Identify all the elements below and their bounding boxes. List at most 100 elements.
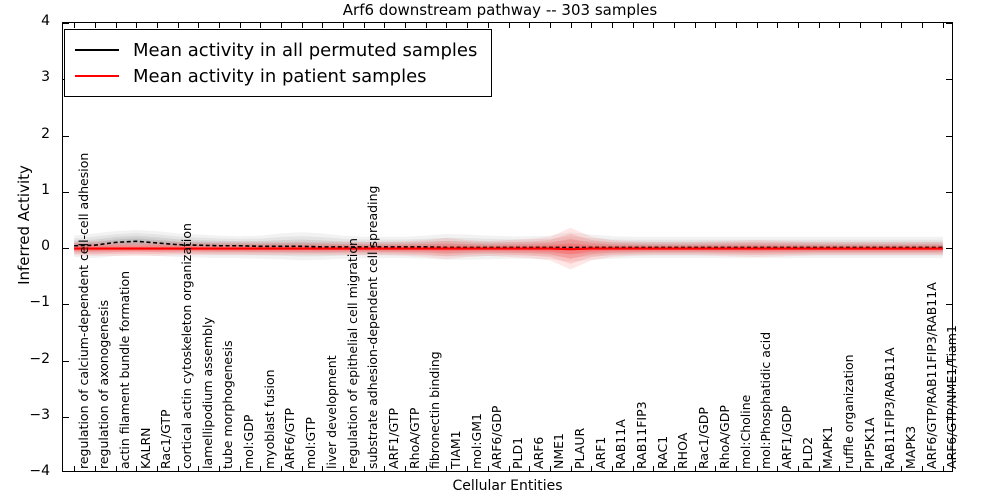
x-tick-mark <box>156 466 158 471</box>
y-tick-mark <box>946 360 952 362</box>
x-tick-mark <box>94 23 96 28</box>
y-tick-mark <box>63 416 69 418</box>
x-tick-mark <box>777 23 779 28</box>
x-tick-label: ARF1/GTP <box>385 407 401 469</box>
y-tick-mark <box>63 23 69 24</box>
y-tick-mark <box>63 191 69 193</box>
legend-swatch-permuted <box>75 49 119 51</box>
x-tick-mark <box>694 466 696 471</box>
x-tick-label: myoblast fusion <box>261 369 277 469</box>
x-tick-label: actin filament bundle formation <box>117 270 132 469</box>
x-tick-mark <box>115 23 117 28</box>
x-tick-label: cortical actin cytoskeleton organization <box>179 223 195 469</box>
x-tick-label: RHOA <box>675 432 691 469</box>
x-tick-mark <box>446 23 448 28</box>
y-tick-mark <box>63 360 69 362</box>
series-line <box>74 247 943 251</box>
x-tick-mark <box>756 466 758 471</box>
x-tick-mark <box>218 23 220 28</box>
x-tick-mark <box>156 23 158 28</box>
x-tick-mark <box>777 466 779 471</box>
x-tick-mark <box>756 23 758 28</box>
x-tick-mark <box>901 23 903 28</box>
x-tick-label: ARF6/GTP <box>282 407 298 469</box>
legend-label-patient: Mean activity in patient samples <box>133 65 427 87</box>
x-tick-mark <box>880 466 882 471</box>
x-tick-mark <box>549 23 551 28</box>
x-tick-mark <box>177 23 179 28</box>
x-tick-mark <box>653 23 655 28</box>
x-tick-mark <box>74 466 76 471</box>
x-tick-label: RAC1 <box>654 435 670 469</box>
legend-swatch-patient <box>75 75 119 77</box>
x-tick-mark <box>508 23 510 28</box>
x-tick-mark <box>632 466 634 471</box>
x-tick-label: KALRN <box>137 427 153 469</box>
x-tick-label: MAPK1 <box>820 425 836 469</box>
x-tick-mark <box>839 23 841 28</box>
x-tick-mark <box>798 466 800 471</box>
x-tick-mark <box>529 466 531 471</box>
x-tick-mark <box>529 23 531 28</box>
x-tick-mark <box>74 23 76 28</box>
x-tick-mark <box>260 23 262 28</box>
x-tick-label: RAB11A <box>613 419 629 469</box>
x-tick-mark <box>177 466 179 471</box>
x-tick-mark <box>343 466 345 471</box>
x-tick-label: Rac1/GTP <box>158 409 174 469</box>
x-tick-mark <box>611 466 613 471</box>
x-tick-mark <box>384 466 386 471</box>
x-tick-mark <box>570 466 572 471</box>
x-tick-mark <box>694 23 696 28</box>
x-tick-mark <box>136 23 138 28</box>
x-tick-mark <box>942 23 944 28</box>
x-tick-mark <box>736 466 738 471</box>
x-tick-label: ARF6 <box>530 436 546 469</box>
x-tick-label: Rac1/GDP <box>696 407 712 469</box>
x-tick-label: RhoA/GTP <box>406 407 422 469</box>
x-tick-mark <box>798 23 800 28</box>
x-tick-mark <box>384 23 386 28</box>
x-tick-mark <box>405 466 407 471</box>
y-tick-mark <box>63 248 69 249</box>
x-tick-mark <box>343 23 345 28</box>
x-tick-mark <box>425 23 427 28</box>
x-tick-label: TIAM1 <box>447 430 463 469</box>
x-tick-mark <box>467 23 469 28</box>
x-tick-label: RhoA/GDP <box>716 405 732 469</box>
x-tick-label: ARF6/GTP/RAB11FIP3/RAB11A <box>923 282 939 469</box>
x-tick-mark <box>880 23 882 28</box>
x-tick-label: ARF1/GDP <box>778 405 794 469</box>
x-tick-mark <box>446 466 448 471</box>
plot-area <box>62 22 953 472</box>
x-tick-mark <box>115 466 117 471</box>
y-tick-mark <box>946 79 952 81</box>
x-tick-mark <box>239 466 241 471</box>
x-tick-label: fibronectin binding <box>427 351 443 469</box>
y-tick-mark <box>63 135 69 137</box>
legend-label-permuted: Mean activity in all permuted samples <box>133 39 478 61</box>
x-tick-mark <box>301 23 303 28</box>
x-tick-mark <box>591 23 593 28</box>
x-tick-label: regulation of calcium-dependent cell-cel… <box>75 152 91 469</box>
x-tick-mark <box>94 466 96 471</box>
x-tick-mark <box>239 23 241 28</box>
x-tick-mark <box>260 466 262 471</box>
x-tick-mark <box>487 23 489 28</box>
y-tick-mark <box>946 416 952 418</box>
x-tick-label: mol:Phosphatidic acid <box>758 331 774 469</box>
chart-legend: Mean activity in all permuted samples Me… <box>64 29 493 97</box>
series-lines <box>74 240 943 251</box>
x-tick-mark <box>487 466 489 471</box>
chart-title: Arf6 downstream pathway -- 303 samples <box>342 1 658 19</box>
x-tick-mark <box>591 466 593 471</box>
x-tick-label: RAB11FIP3/RAB11A <box>882 347 898 469</box>
x-tick-mark <box>922 23 924 28</box>
x-tick-label: liver development <box>323 355 339 469</box>
x-tick-mark <box>322 23 324 28</box>
x-tick-label: tube morphogenesis <box>220 340 236 469</box>
x-tick-mark <box>715 466 717 471</box>
x-tick-label: RAB11FIP3 <box>634 401 650 469</box>
x-tick-label: regulation of axonogenesis <box>96 299 112 469</box>
